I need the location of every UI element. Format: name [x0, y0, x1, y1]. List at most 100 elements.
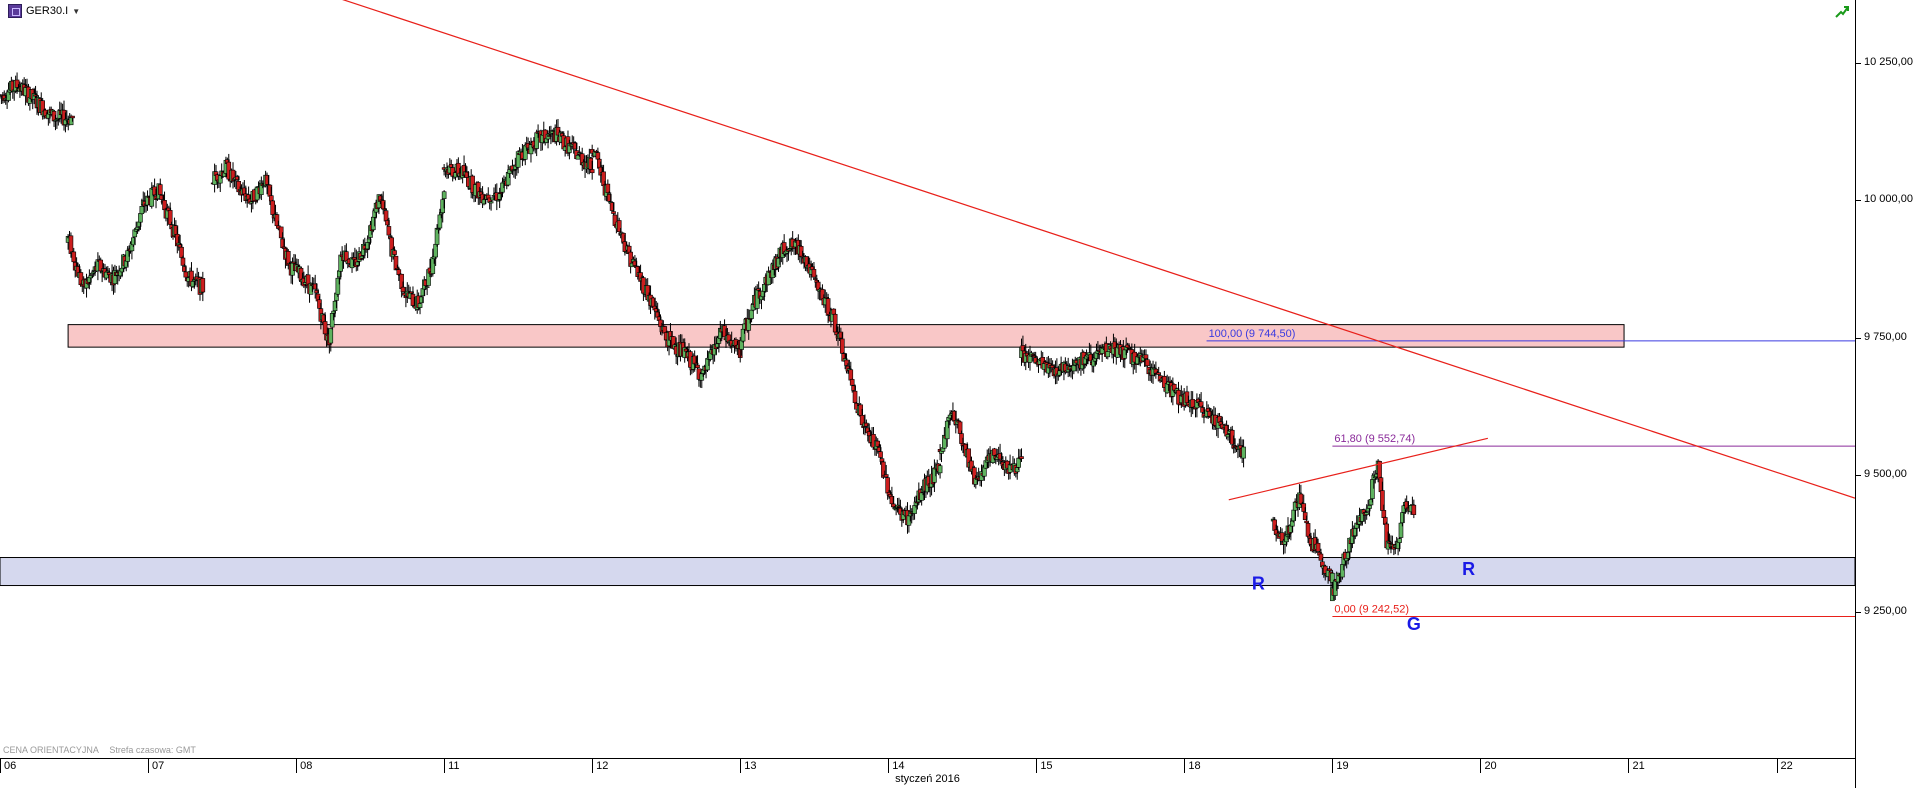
candle-bearish	[1318, 553, 1324, 561]
candle-bearish	[253, 200, 258, 202]
candle-bearish	[234, 176, 240, 181]
candle-bearish	[866, 431, 872, 436]
candle-bearish	[1315, 542, 1321, 552]
candle-bearish	[157, 184, 163, 195]
x-axis-tick-label: 22	[1780, 760, 1793, 772]
candle-bearish	[70, 115, 75, 119]
candle-bearish	[291, 261, 297, 264]
candle-bearish	[572, 142, 578, 150]
candle-bearish	[632, 260, 638, 266]
x-axis-tick-label: 19	[1336, 760, 1349, 772]
candle-bearish	[200, 278, 206, 293]
candle-bullish	[259, 182, 264, 195]
candle-bullish	[112, 270, 118, 285]
candle-bearish	[1229, 429, 1235, 445]
candle-bearish	[395, 268, 400, 270]
candle-bullish	[105, 270, 111, 273]
candle-bearish	[1302, 512, 1308, 520]
y-axis-tick-label: 9 250,00	[1864, 605, 1907, 618]
y-axis-tick	[1856, 63, 1861, 65]
candle-bearish	[322, 321, 328, 335]
x-axis-tick-label: 15	[1040, 760, 1053, 772]
candle-bullish	[1367, 505, 1372, 509]
candle-bullish	[88, 275, 94, 279]
candle-bearish	[1126, 347, 1132, 349]
candle-bullish	[355, 261, 361, 266]
candle-bearish	[378, 195, 383, 202]
candle-bullish	[437, 214, 443, 229]
candle-bearish	[547, 135, 552, 137]
candle-bullish	[328, 328, 334, 344]
candle-bearish	[179, 246, 184, 258]
candle-bullish	[131, 237, 136, 246]
candle-bearish	[896, 505, 902, 508]
candle-bearish	[1031, 355, 1037, 358]
descending-trendline	[342, 0, 1855, 499]
candle-bearish	[1019, 456, 1024, 459]
x-axis-tick	[148, 759, 150, 773]
candle-bearish	[400, 286, 406, 293]
candle-bearish	[393, 255, 399, 271]
candle-bullish	[1398, 522, 1404, 538]
candle-bullish	[1057, 370, 1062, 376]
candle-bearish	[839, 338, 845, 354]
candle-bearish	[230, 169, 236, 182]
candle-bullish	[138, 213, 143, 223]
candle-bearish	[1156, 372, 1162, 375]
candle-bullish	[762, 284, 767, 292]
candle-bullish	[1347, 537, 1352, 553]
candle-bullish	[567, 143, 572, 153]
candle-bearish	[883, 474, 889, 478]
candle-bearish	[386, 226, 392, 236]
x-axis: 06 07 08 11 12 13 14 15 18 19 20 21 22	[0, 758, 1855, 789]
candle-bullish	[1289, 520, 1295, 527]
candle-bullish	[937, 465, 943, 474]
x-axis-tick	[1332, 759, 1334, 773]
candle-bullish	[770, 263, 776, 278]
candle-bearish	[33, 94, 38, 97]
connection-status-icon[interactable]	[1834, 4, 1850, 20]
x-axis-tick-label: 18	[1188, 760, 1201, 772]
candle-bearish	[61, 109, 67, 126]
candle-bullish	[1397, 538, 1402, 543]
candle-bearish	[811, 269, 817, 278]
candle-bullish	[419, 296, 424, 304]
candle-bullish	[787, 248, 793, 251]
candle-bullish	[1071, 365, 1077, 372]
chart-area[interactable]: 100,00 (9 744,50) 61,80 (9 552,74) 0,00 (9…	[0, 0, 1855, 758]
fib-level-label: 100,00 (9 744,50)	[1209, 328, 1296, 340]
candle-bearish	[174, 233, 180, 247]
candle-bearish	[392, 250, 397, 255]
x-axis-tick-label: 12	[596, 760, 609, 772]
candle-bullish	[944, 420, 950, 440]
candle-bearish	[616, 220, 622, 233]
resistance-zone	[67, 324, 1625, 348]
ascending-trendline	[1228, 437, 1488, 501]
price-chart-svg[interactable]: 100,00 (9 744,50) 61,80 (9 552,74) 0,00 (9…	[0, 0, 1855, 758]
x-axis-tick-label: 08	[300, 760, 313, 772]
candle-bearish	[813, 278, 818, 280]
candle-bearish	[498, 192, 504, 194]
candle-bullish	[919, 492, 924, 501]
candle-bullish	[434, 227, 440, 245]
x-axis-tick-label: 07	[152, 760, 165, 772]
candle-bearish	[1171, 383, 1177, 391]
candle-bearish	[1301, 503, 1307, 512]
x-axis-tick-label: 20	[1484, 760, 1497, 772]
candle-bullish	[1364, 512, 1369, 515]
x-axis-tick-label: 21	[1632, 760, 1645, 772]
pattern-label: R	[1252, 573, 1265, 593]
caret-down-icon[interactable]: ▼	[72, 6, 81, 16]
candle-bullish	[715, 343, 720, 348]
candle-bearish	[1304, 520, 1309, 524]
instrument-icon	[8, 4, 22, 18]
x-axis-tick-label: 06	[4, 760, 17, 772]
candle-bullish	[31, 93, 37, 100]
candle-bullish	[441, 191, 447, 199]
y-axis-tick	[1856, 475, 1861, 477]
symbol-selector[interactable]: GER30.I ▼	[8, 3, 80, 19]
candle-bearish	[1327, 568, 1332, 572]
x-axis-tick-label: 11	[448, 760, 460, 772]
x-axis-month-label: styczeń 2016	[895, 773, 960, 785]
candle-bearish	[1143, 354, 1149, 359]
